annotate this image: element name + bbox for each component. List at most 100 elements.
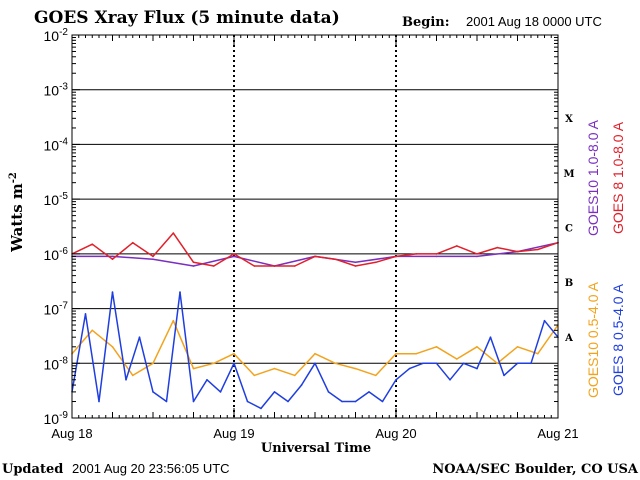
flare-class-label: M <box>563 169 574 180</box>
grid-lines <box>72 35 558 418</box>
series-point-3 <box>449 379 451 381</box>
series-point-3 <box>503 374 505 377</box>
series-point-0 <box>435 255 438 258</box>
flare-class-label: C <box>565 224 573 235</box>
x-tick-label: Aug 21 <box>537 426 578 441</box>
series-point-3 <box>300 384 303 386</box>
series-point-2 <box>172 319 175 322</box>
series-point-3 <box>287 400 289 403</box>
series-point-3 <box>179 291 181 293</box>
series-point-3 <box>233 362 235 365</box>
series-point-0 <box>152 258 154 261</box>
series-line-3 <box>71 291 559 410</box>
series-point-1 <box>415 253 418 255</box>
series-point-2 <box>233 352 235 355</box>
series-point-3 <box>138 336 141 339</box>
series-point-1 <box>152 255 154 258</box>
series-point-2 <box>334 362 337 365</box>
series-point-2 <box>496 362 499 365</box>
series-point-1 <box>294 265 296 267</box>
y-axis-title-text: Watts m <box>8 183 26 253</box>
series-point-3 <box>246 400 249 403</box>
series-point-0 <box>233 255 235 258</box>
series-point-1 <box>334 258 337 261</box>
series-point-1 <box>456 245 458 247</box>
series-point-2 <box>375 374 377 377</box>
series-point-1 <box>395 255 397 258</box>
series-point-2 <box>253 374 256 377</box>
flare-class-label: X <box>565 114 573 125</box>
x-tick-label: Aug 20 <box>375 426 416 441</box>
series-point-2 <box>516 346 519 348</box>
flare-class-label: B <box>565 278 573 289</box>
series-point-2 <box>456 358 458 360</box>
begin-value: 2001 Aug 18 0000 UTC <box>466 14 602 29</box>
y-tick-label: 10-5 <box>44 191 69 208</box>
x-tick-label: Aug 18 <box>51 426 92 441</box>
series-point-1 <box>375 261 377 264</box>
series-point-2 <box>314 352 316 355</box>
series-point-3 <box>368 391 370 393</box>
series-point-1 <box>172 232 175 234</box>
y-tick-label: 10-7 <box>44 301 69 318</box>
series-line-1 <box>71 232 559 267</box>
series-point-3 <box>476 367 478 370</box>
series-point-3 <box>489 336 492 339</box>
data-series <box>71 232 559 410</box>
series-point-1 <box>354 265 357 267</box>
series-point-3 <box>435 362 438 365</box>
series-point-1 <box>435 253 438 255</box>
series-point-1 <box>233 253 235 255</box>
series-point-1 <box>213 265 215 267</box>
series-point-2 <box>273 367 276 370</box>
legend: GOES10 1.0-8.0 A GOES 8 1.0-8.0 A GOES10… <box>585 119 626 398</box>
series-point-3 <box>260 407 262 410</box>
series-point-2 <box>537 352 539 355</box>
begin-label: Begin: <box>402 15 450 30</box>
legend-goes10-short: GOES10 0.5-4.0 A <box>585 281 601 398</box>
flare-class-label: A <box>564 333 573 344</box>
series-point-1 <box>537 248 539 251</box>
series-point-1 <box>192 261 195 264</box>
series-point-3 <box>530 362 532 365</box>
credit-text: NOAA/SEC Boulder, CO USA <box>432 462 639 477</box>
series-point-1 <box>273 265 276 267</box>
updated-label: Updated <box>2 462 63 477</box>
series-point-0 <box>354 261 357 264</box>
y-tick-label: 10-4 <box>44 136 69 153</box>
x-axis-title: Universal Time <box>261 441 371 456</box>
series-point-2 <box>395 352 397 355</box>
series-point-3 <box>354 400 357 403</box>
series-point-3 <box>152 391 154 393</box>
x-tick-label: Aug 19 <box>213 426 254 441</box>
series-point-1 <box>516 250 519 253</box>
y-axis-title-sup: -2 <box>8 172 19 183</box>
y-tick-label: 10-2 <box>44 27 69 44</box>
series-point-2 <box>213 362 215 365</box>
series-point-3 <box>219 391 222 393</box>
legend-goes8-short: GOES 8 0.5-4.0 A <box>610 283 626 396</box>
series-point-3 <box>98 400 100 403</box>
series-point-1 <box>314 255 316 258</box>
series-point-0 <box>476 255 478 258</box>
series-point-3 <box>543 319 546 322</box>
series-point-1 <box>132 241 134 244</box>
series-point-3 <box>192 400 195 403</box>
series-point-3 <box>516 362 519 365</box>
series-point-3 <box>84 313 87 315</box>
axes: 10-9 10-8 10-7 10-6 10-5 10-4 10-3 10-2 Aug 18 Au… <box>44 27 579 441</box>
series-point-2 <box>132 374 134 377</box>
legend-goes8-long: GOES 8 1.0-8.0 A <box>610 121 626 234</box>
series-point-2 <box>476 346 478 348</box>
series-point-3 <box>314 362 316 365</box>
series-point-0 <box>192 265 195 267</box>
series-point-3 <box>408 367 411 370</box>
series-point-1 <box>476 253 478 255</box>
series-point-3 <box>125 379 127 381</box>
y-tick-label: 10-9 <box>44 410 69 427</box>
y-tick-label: 10-6 <box>44 246 69 263</box>
series-point-3 <box>422 362 424 365</box>
series-point-2 <box>152 362 154 365</box>
series-point-3 <box>381 400 384 403</box>
